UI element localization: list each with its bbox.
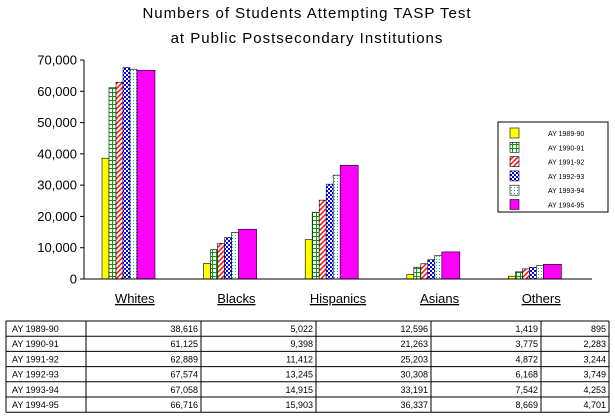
table-cell: 11,412	[286, 354, 313, 364]
legend-swatch	[509, 199, 520, 210]
y-tick-label: 20,000	[37, 209, 77, 224]
bar-others-2	[522, 268, 530, 280]
bar-whites-4	[129, 68, 138, 280]
table-row-header: AY 1989-90	[12, 324, 59, 334]
bar-others-4	[536, 265, 544, 280]
table-cell: 4,701	[583, 400, 606, 410]
x-category-label: Others	[522, 291, 562, 306]
y-tick-label: 0	[70, 272, 77, 287]
table-cell: 3,244	[583, 354, 606, 364]
bars	[101, 67, 562, 280]
table-cell: 14,915	[285, 385, 313, 395]
table-cell: 30,308	[400, 370, 428, 380]
table-row-header: AY 1993-94	[12, 385, 59, 395]
bar-others-1	[515, 271, 523, 280]
table-cell: 3,775	[515, 339, 538, 349]
bar-whites-3	[122, 67, 131, 280]
legend-label: AY 1994-95	[548, 203, 584, 210]
chart-title-line-1: Numbers of Students Attempting TASP Test	[142, 5, 471, 22]
table-cell: 25,203	[400, 354, 428, 364]
bar-hispanics-0	[304, 239, 313, 280]
bar-asians-4	[434, 255, 443, 280]
x-category-label: Blacks	[217, 291, 256, 306]
bar-blacks-3	[224, 237, 232, 280]
bar-blacks-2	[217, 242, 225, 280]
bar-whites-5	[136, 69, 156, 280]
y-tick-label: 50,000	[37, 115, 77, 130]
bar-whites-0	[101, 157, 110, 280]
table-row-header: AY 1994-95	[12, 400, 59, 410]
y-tick-label: 40,000	[37, 146, 77, 161]
bar-blacks-1	[210, 249, 218, 280]
bar-hispanics-5	[339, 165, 359, 280]
bar-others-3	[529, 266, 537, 280]
legend-label: AY 1992-93	[548, 174, 584, 181]
x-axis: Whites Blacks Hispanics Asians Others	[84, 278, 592, 306]
legend-label: AY 1991-92	[548, 160, 584, 167]
table-cell: 4,253	[583, 385, 606, 395]
y-tick-label: 30,000	[37, 178, 77, 193]
table-cell: 12,596	[400, 324, 428, 334]
table-cell: 66,716	[170, 400, 198, 410]
bar-asians-3	[427, 259, 436, 280]
bar-others-5	[543, 263, 562, 280]
table-cell: 15,903	[285, 400, 313, 410]
bar-hispanics-3	[325, 183, 334, 280]
legend-label: AY 1989-90	[548, 131, 584, 138]
x-category-label: Asians	[420, 291, 460, 306]
y-tick-label: 70,000	[37, 53, 77, 68]
legend-label: AY 1993-94	[548, 188, 584, 195]
chart-title-line-2: at Public Postsecondary Institutions	[171, 30, 444, 47]
legend-swatch	[509, 156, 520, 167]
table-cell: 1,419	[515, 324, 538, 334]
table-cell: 6,168	[515, 370, 538, 380]
bar-hispanics-4	[332, 174, 341, 280]
bar-blacks-5	[238, 228, 257, 280]
bar-whites-2	[115, 81, 124, 280]
bar-blacks-0	[203, 262, 211, 280]
legend-swatch	[509, 184, 520, 196]
table-cell: 67,058	[170, 385, 198, 395]
table-cell: 2,283	[583, 339, 606, 349]
table-cell: 61,125	[170, 339, 198, 349]
table-cell: 36,337	[400, 400, 428, 410]
data-table: AY 1989-90 38,616 5,022 12,596 1,419 895 AY 19…	[5, 320, 610, 413]
table-cell: 33,191	[400, 385, 428, 395]
x-category-label: Whites	[115, 291, 155, 306]
y-tick-label: 60,000	[37, 84, 77, 99]
x-category-label: Hispanics	[310, 291, 367, 306]
bar-hispanics-2	[318, 199, 327, 280]
legend-swatch	[509, 170, 520, 182]
y-axis: 0 10,000 20,000 30,000 40,000 50,000 60,000 70,…	[37, 53, 85, 287]
legend-label: AY 1990-91	[548, 145, 584, 152]
bar-asians-1	[413, 266, 422, 280]
bar-asians-5	[441, 251, 461, 280]
table-cell: 5,022	[290, 324, 313, 334]
legend-swatch	[509, 142, 520, 153]
bar-whites-1	[108, 87, 117, 280]
table-cell: 67,574	[170, 370, 198, 380]
table-cell: 21,263	[400, 339, 428, 349]
table-cell: 895	[591, 324, 606, 334]
table-cell: 3,749	[583, 370, 606, 380]
table-cell: 9,398	[290, 339, 313, 349]
table-cell: 8,669	[515, 400, 538, 410]
table-row-header: AY 1990-91	[12, 339, 59, 349]
table-cell: 62,889	[170, 354, 198, 364]
bar-hispanics-1	[311, 212, 320, 280]
bar-asians-2	[420, 263, 429, 280]
bar-asians-0	[406, 274, 415, 280]
legend-swatch	[509, 127, 520, 139]
table-cell: 38,616	[170, 324, 198, 334]
legend: AY 1989-90 AY 1990-91 AY 1991-92 AY 1992-93…	[497, 121, 609, 213]
table-row-header: AY 1992-93	[12, 370, 59, 380]
table-row-header: AY 1991-92	[12, 354, 59, 364]
table-cell: 4,872	[515, 354, 538, 364]
table-cell: 7,542	[515, 385, 538, 395]
y-tick-label: 10,000	[37, 240, 77, 255]
bar-blacks-4	[231, 232, 239, 280]
table-cell: 13,245	[285, 370, 313, 380]
